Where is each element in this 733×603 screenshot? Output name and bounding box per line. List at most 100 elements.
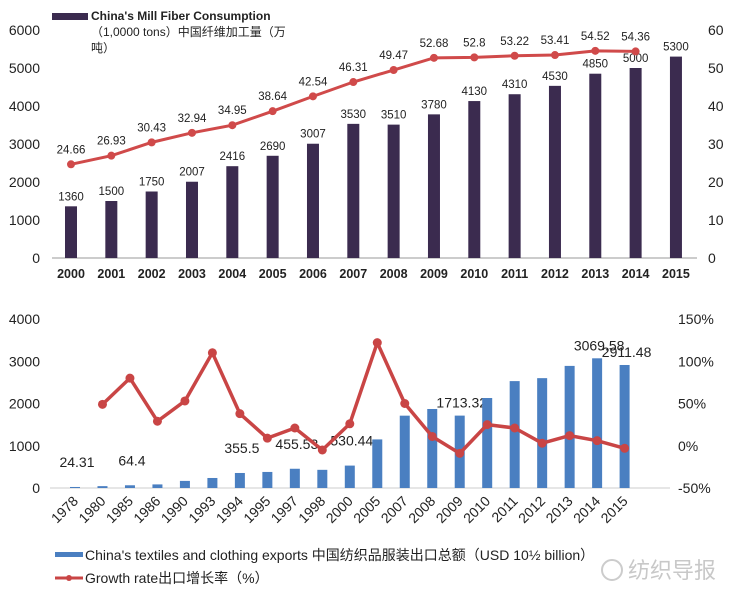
- right-tick-label: 150%: [678, 311, 714, 327]
- bar: [482, 398, 493, 488]
- x-tick-label: 2009: [432, 493, 465, 526]
- line-point: [345, 419, 355, 429]
- bar: [207, 477, 218, 488]
- line-point: [470, 53, 479, 62]
- bar: [262, 471, 273, 488]
- right-tick-label: 60: [708, 22, 724, 38]
- left-tick-label: 1000: [9, 212, 40, 228]
- x-tick-label: 2002: [138, 267, 166, 281]
- line-point: [268, 107, 277, 116]
- line-point: [107, 151, 116, 160]
- bar: [347, 123, 360, 258]
- legend-swatch: [52, 13, 88, 20]
- legend-label-growth: Growth rate出口增长率（%）: [85, 570, 269, 586]
- bar: [65, 206, 77, 258]
- left-tick-label: 6000: [9, 22, 40, 38]
- line-point: [147, 138, 156, 147]
- line-point: [550, 51, 559, 60]
- right-tick-label: 30: [708, 136, 724, 152]
- line-data-label: 54.52: [581, 31, 610, 43]
- right-tick-label: 100%: [678, 353, 714, 369]
- line-point: [389, 66, 398, 75]
- bar: [387, 124, 400, 259]
- line-data-label: 53.41: [541, 35, 570, 47]
- x-tick-label: 2007: [339, 267, 367, 281]
- line-point: [482, 420, 492, 430]
- bar-data-label: 3007: [300, 129, 326, 141]
- x-tick-label: 2003: [178, 267, 206, 281]
- x-tick-label: 1985: [103, 493, 136, 526]
- line-data-label: 30.43: [137, 122, 166, 134]
- bar-data-label: 3069.58: [574, 337, 625, 353]
- bar: [619, 364, 630, 488]
- bar-data-label: 3510: [381, 110, 407, 122]
- left-tick-label: 3000: [9, 353, 40, 369]
- legend-marker-growth: [66, 575, 72, 581]
- wechat-icon: [601, 559, 623, 581]
- bar-data-label: 2911.48: [602, 344, 652, 360]
- bar: [629, 68, 642, 258]
- line-point: [565, 431, 575, 441]
- line-data-label: 34.95: [218, 105, 247, 117]
- x-tick-label: 2013: [542, 493, 575, 526]
- x-tick-label: 2008: [380, 267, 408, 281]
- line-point: [262, 433, 272, 443]
- bar-data-label: 2690: [260, 141, 286, 153]
- line-data-label: 32.94: [178, 113, 207, 125]
- x-tick-label: 2014: [622, 267, 650, 281]
- bar: [427, 114, 440, 258]
- line-point: [400, 399, 410, 408]
- bar: [179, 480, 190, 488]
- bar: [372, 439, 383, 488]
- bar-data-label: 4850: [582, 59, 608, 71]
- bar: [226, 166, 239, 258]
- legend-label-line3: 吨）: [91, 41, 115, 55]
- left-tick-label: 4000: [9, 98, 40, 114]
- legend-label-exports: China's textiles and clothing exports 中国…: [85, 547, 594, 563]
- x-tick-label: 2010: [460, 267, 488, 281]
- line-point: [308, 92, 317, 101]
- x-tick-label: 1994: [213, 493, 246, 526]
- bar-data-label: 355.5: [224, 440, 259, 456]
- legend-label-line1: China's Mill Fiber Consumption: [91, 9, 271, 23]
- bar-data-label: 530.44: [330, 433, 373, 449]
- bar-data-label: 4130: [462, 86, 488, 98]
- left-tick-label: 5000: [9, 60, 40, 76]
- line-data-label: 42.54: [299, 76, 328, 88]
- x-tick-label: 2000: [323, 493, 356, 526]
- line-point: [510, 51, 519, 60]
- bar: [124, 485, 135, 488]
- bar-data-label: 3530: [341, 109, 367, 121]
- x-tick-label: 2005: [259, 267, 287, 281]
- x-tick-label: 2000: [57, 267, 85, 281]
- line-point: [180, 396, 190, 406]
- line-point: [290, 423, 300, 433]
- bar: [564, 365, 575, 488]
- bar-data-label: 4530: [542, 71, 568, 83]
- bar-data-label: 1750: [139, 177, 165, 189]
- right-tick-label: 50%: [678, 396, 706, 412]
- legend-swatch-exports: [55, 552, 83, 557]
- bar: [317, 469, 328, 488]
- left-tick-label: 0: [32, 480, 40, 496]
- line-data-label: 26.93: [97, 136, 126, 148]
- x-tick-label: 2013: [581, 267, 609, 281]
- x-tick-label: 2009: [420, 267, 448, 281]
- line-point: [235, 409, 245, 419]
- x-tick-label: 2010: [460, 493, 493, 526]
- left-tick-label: 4000: [9, 311, 40, 327]
- bar-data-label: 1360: [58, 191, 84, 203]
- bar: [97, 486, 108, 488]
- line-data-label: 49.47: [379, 50, 408, 62]
- right-tick-label: 40: [708, 98, 724, 114]
- bar: [70, 486, 80, 488]
- bar: [468, 101, 481, 258]
- line-point: [97, 399, 107, 409]
- x-tick-label: 2007: [378, 493, 411, 526]
- x-tick-label: 2005: [350, 493, 383, 526]
- line-point: [228, 121, 237, 130]
- bar: [537, 378, 548, 488]
- bar: [289, 468, 300, 488]
- line-point: [510, 423, 520, 433]
- x-tick-label: 1995: [240, 493, 273, 526]
